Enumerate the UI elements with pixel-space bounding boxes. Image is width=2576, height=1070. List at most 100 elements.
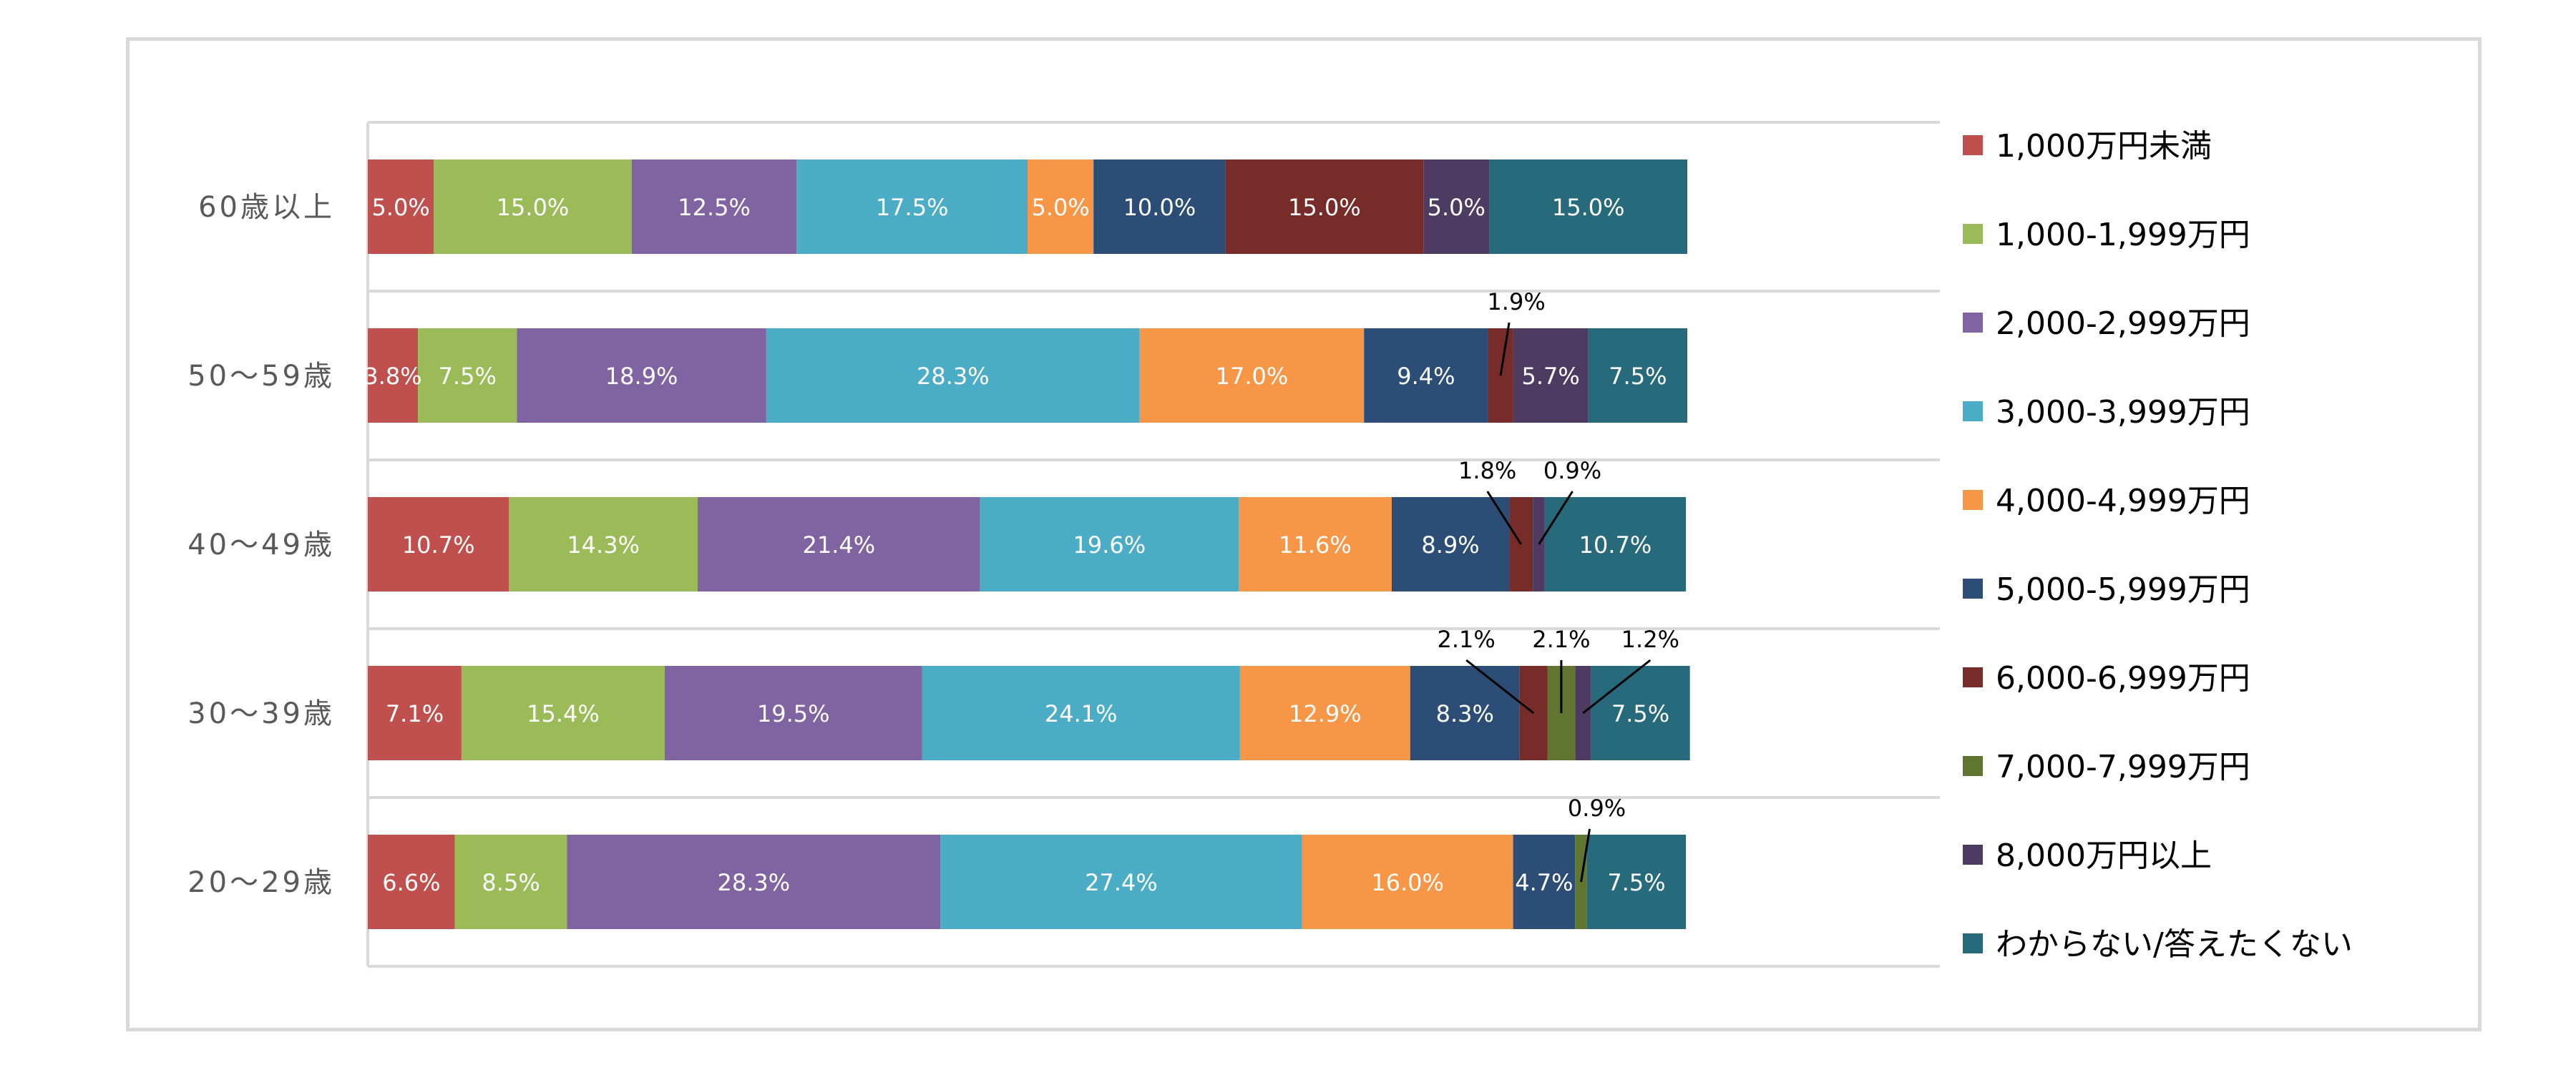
- data-label: 7.5%: [1609, 363, 1667, 390]
- legend-item: 1,000-1,999万円: [1963, 217, 2250, 253]
- legend-item: 3,000-3,999万円: [1963, 394, 2250, 431]
- legend-item: 2,000-2,999万円: [1963, 305, 2250, 342]
- bar-segment: [1139, 328, 1365, 423]
- bar-segment: [664, 666, 922, 760]
- stacked-bar-chart: 60歳以上 50～59歳 40～49歳 30～39歳 20～29歳 5.0% 15.0% 1…: [187, 121, 2353, 968]
- bar-segment: [922, 666, 1240, 760]
- category-label: 40～49歳: [187, 529, 335, 561]
- bar-segment: [1544, 497, 1687, 592]
- data-label: 1.9%: [1487, 288, 1545, 315]
- data-label: 10.0%: [1123, 194, 1196, 221]
- bar-segment: [1588, 328, 1687, 423]
- bar-segment: [1513, 835, 1576, 929]
- data-label: 9.4%: [1397, 363, 1455, 390]
- legend-swatch: [1963, 667, 1983, 687]
- bar-segment: [461, 666, 665, 760]
- legend-swatch: [1963, 490, 1983, 510]
- legend-item: 6,000-6,999万円: [1963, 660, 2250, 697]
- data-label: 16.0%: [1371, 869, 1444, 896]
- legend-swatch: [1963, 845, 1983, 865]
- data-label: 28.3%: [917, 363, 990, 390]
- leader-line: [1582, 659, 1652, 715]
- bar-segment: [368, 328, 419, 423]
- bar-segment: [1225, 159, 1424, 254]
- data-label: 17.0%: [1216, 363, 1289, 390]
- bar-segment: [980, 497, 1239, 592]
- bar-segment: [1519, 666, 1548, 760]
- data-label: 12.9%: [1289, 700, 1362, 727]
- data-label: 5.7%: [1521, 363, 1579, 390]
- leader-line: [1580, 828, 1591, 883]
- bar-segment: [1028, 159, 1094, 254]
- legend-label: 4,000-4,999万円: [1996, 483, 2250, 519]
- chart-frame: 60歳以上 50～59歳 40～49歳 30～39歳 20～29歳 5.0% 15.0% 1…: [126, 37, 2482, 1031]
- data-label: 19.6%: [1073, 531, 1146, 559]
- data-label: 24.1%: [1045, 700, 1118, 727]
- data-label: 5.0%: [1428, 194, 1485, 221]
- data-label: 2.1%: [1438, 626, 1496, 653]
- data-label: 7.5%: [1611, 700, 1669, 727]
- data-label: 5.0%: [1031, 194, 1089, 221]
- leader-line: [1465, 659, 1535, 715]
- legend-swatch: [1963, 933, 1983, 953]
- legend-label: わからない/答えたくない: [1996, 926, 2353, 963]
- legend-swatch: [1963, 579, 1983, 599]
- bar-segment: [368, 835, 455, 929]
- bar-segment: [796, 159, 1028, 254]
- data-label: 15.0%: [1288, 194, 1361, 221]
- bar-segment: [368, 497, 509, 592]
- bar-segment: [1239, 666, 1410, 760]
- data-label: 10.7%: [1579, 531, 1652, 559]
- data-label: 28.3%: [718, 869, 791, 896]
- data-label: 18.9%: [605, 363, 678, 390]
- legend-item: わからない/答えたくない: [1963, 926, 2353, 963]
- data-label: 17.5%: [876, 194, 949, 221]
- bar-segment: [1533, 497, 1545, 592]
- data-label: 15.0%: [1552, 194, 1625, 221]
- category-label: 60歳以上: [198, 191, 335, 224]
- data-label: 11.6%: [1279, 531, 1352, 559]
- legend-swatch: [1963, 401, 1983, 421]
- legend-swatch: [1963, 756, 1983, 776]
- data-label: 7.5%: [439, 363, 497, 390]
- data-label: 21.4%: [802, 531, 875, 559]
- data-label: 1.8%: [1458, 457, 1516, 484]
- bar-segment: [1591, 666, 1690, 760]
- bar-segment: [940, 835, 1302, 929]
- legend-swatch: [1963, 135, 1983, 155]
- bar-segment: [631, 159, 797, 254]
- legend-item: 7,000-7,999万円: [1963, 749, 2250, 785]
- bar-segment: [517, 328, 766, 423]
- legend-label: 8,000万円以上: [1996, 838, 2212, 874]
- leader-line: [1499, 322, 1511, 376]
- bar-segment: [1093, 159, 1226, 254]
- data-label: 2.1%: [1532, 626, 1590, 653]
- bar-segment: [1513, 328, 1589, 423]
- legend-item: 1,000万円未満: [1963, 128, 2212, 165]
- bar-segment: [1586, 835, 1687, 929]
- leader-line: [1486, 491, 1522, 545]
- legend: 1,000万円未満 1,000-1,999万円 2,000-2,999万円 3,000…: [1963, 128, 2353, 963]
- legend-item: 4,000-4,999万円: [1963, 483, 2250, 519]
- bar-segment: [1489, 159, 1687, 254]
- bar-segment: [1239, 497, 1392, 592]
- bar-segment: [1302, 835, 1513, 929]
- legend-label: 5,000-5,999万円: [1996, 571, 2250, 608]
- data-label: 6.6%: [382, 869, 440, 896]
- bars: [368, 159, 1690, 929]
- category-label: 30～39歳: [187, 697, 335, 730]
- legend-label: 7,000-7,999万円: [1996, 749, 2250, 785]
- category-labels: 60歳以上 50～59歳 40～49歳 30～39歳 20～29歳: [187, 191, 335, 899]
- bar-segment: [1410, 666, 1520, 760]
- bar-segment: [567, 835, 941, 929]
- data-label: 7.1%: [386, 700, 444, 727]
- data-label: 8.5%: [482, 869, 540, 896]
- bar-segment: [766, 328, 1140, 423]
- bar-segment: [698, 497, 980, 592]
- bar-segment: [1364, 328, 1488, 423]
- data-label: 8.9%: [1421, 531, 1479, 559]
- data-label: 12.5%: [678, 194, 751, 221]
- bar-segment: [1423, 159, 1490, 254]
- bar-segment: [434, 159, 632, 254]
- legend-label: 6,000-6,999万円: [1996, 660, 2250, 697]
